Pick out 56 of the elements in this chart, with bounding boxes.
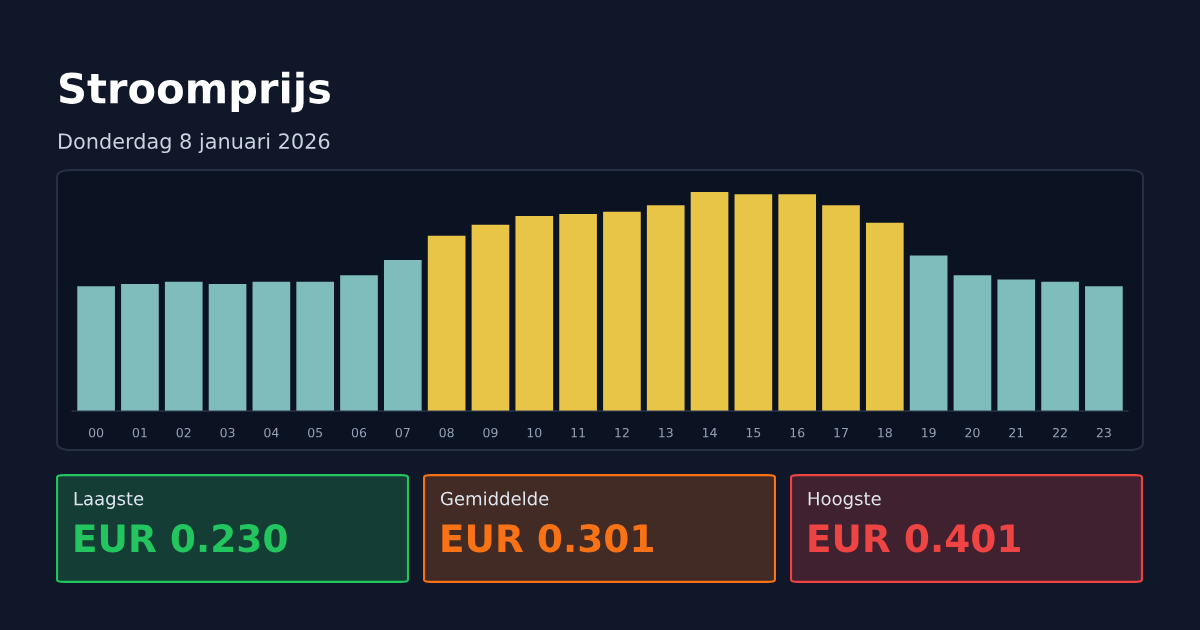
bar: [208, 283, 247, 411]
x-tick-label: 02: [176, 427, 191, 438]
bar: [646, 205, 685, 411]
bar: [1085, 286, 1123, 411]
x-tick-label: 16: [790, 427, 805, 438]
text: Gemiddelde: [440, 491, 549, 506]
x-tick-label: 07: [395, 427, 410, 438]
bar: [340, 275, 378, 411]
bar: [471, 224, 510, 411]
bar: [865, 222, 904, 411]
x-tick-label: 01: [132, 427, 147, 438]
bar: [296, 281, 335, 411]
bar: [252, 281, 291, 411]
bar: [515, 216, 554, 411]
x-tick-label: 00: [88, 427, 104, 438]
x-tick-label: 11: [571, 428, 585, 438]
x-tick-label: 13: [659, 427, 673, 438]
x-tick-label: 05: [308, 427, 323, 438]
x-tick-label: 08: [439, 427, 454, 438]
x-tick-label: 06: [351, 427, 367, 438]
x-tick-label: 03: [220, 427, 235, 438]
bar: [690, 192, 729, 411]
bar: [822, 205, 860, 411]
x-tick-label: 04: [264, 427, 279, 438]
bar: [164, 281, 203, 411]
x-tick-label: 10: [527, 427, 542, 438]
bar: [734, 194, 773, 411]
x-tick-label: 20: [965, 427, 980, 438]
bar: [77, 286, 115, 411]
x-tick-label: 12: [615, 427, 629, 438]
x-tick-label: 14: [702, 428, 717, 438]
chart-title: Stroomprijs: [59, 71, 330, 113]
bar: [559, 213, 597, 411]
x-tick-label: 18: [878, 427, 892, 438]
bar: [909, 255, 948, 411]
x-tick-label: 23: [1096, 427, 1111, 438]
bar: [383, 259, 422, 411]
chart-subtitle: Donderdag 8 januari 2026: [59, 132, 330, 154]
x-tick-label: 15: [746, 428, 761, 438]
text: Laagste: [74, 491, 144, 509]
text: EUR 0.401: [809, 524, 1020, 553]
bar: [121, 283, 159, 411]
x-tick-label: 21: [1009, 427, 1024, 438]
bar: [953, 275, 992, 411]
bar: [427, 235, 466, 411]
x-tick-label: 17: [834, 428, 848, 438]
bar: [778, 194, 817, 411]
x-tick-label: 09: [483, 427, 498, 438]
bar: [1041, 281, 1079, 411]
bar: [603, 211, 641, 411]
bar: [997, 279, 1036, 411]
text: Hoogste: [808, 491, 881, 509]
x-tick-label: 19: [922, 427, 936, 438]
text: EUR 0.230: [75, 524, 287, 553]
x-tick-label: 22: [1053, 427, 1067, 438]
text: EUR 0.301: [442, 524, 653, 553]
